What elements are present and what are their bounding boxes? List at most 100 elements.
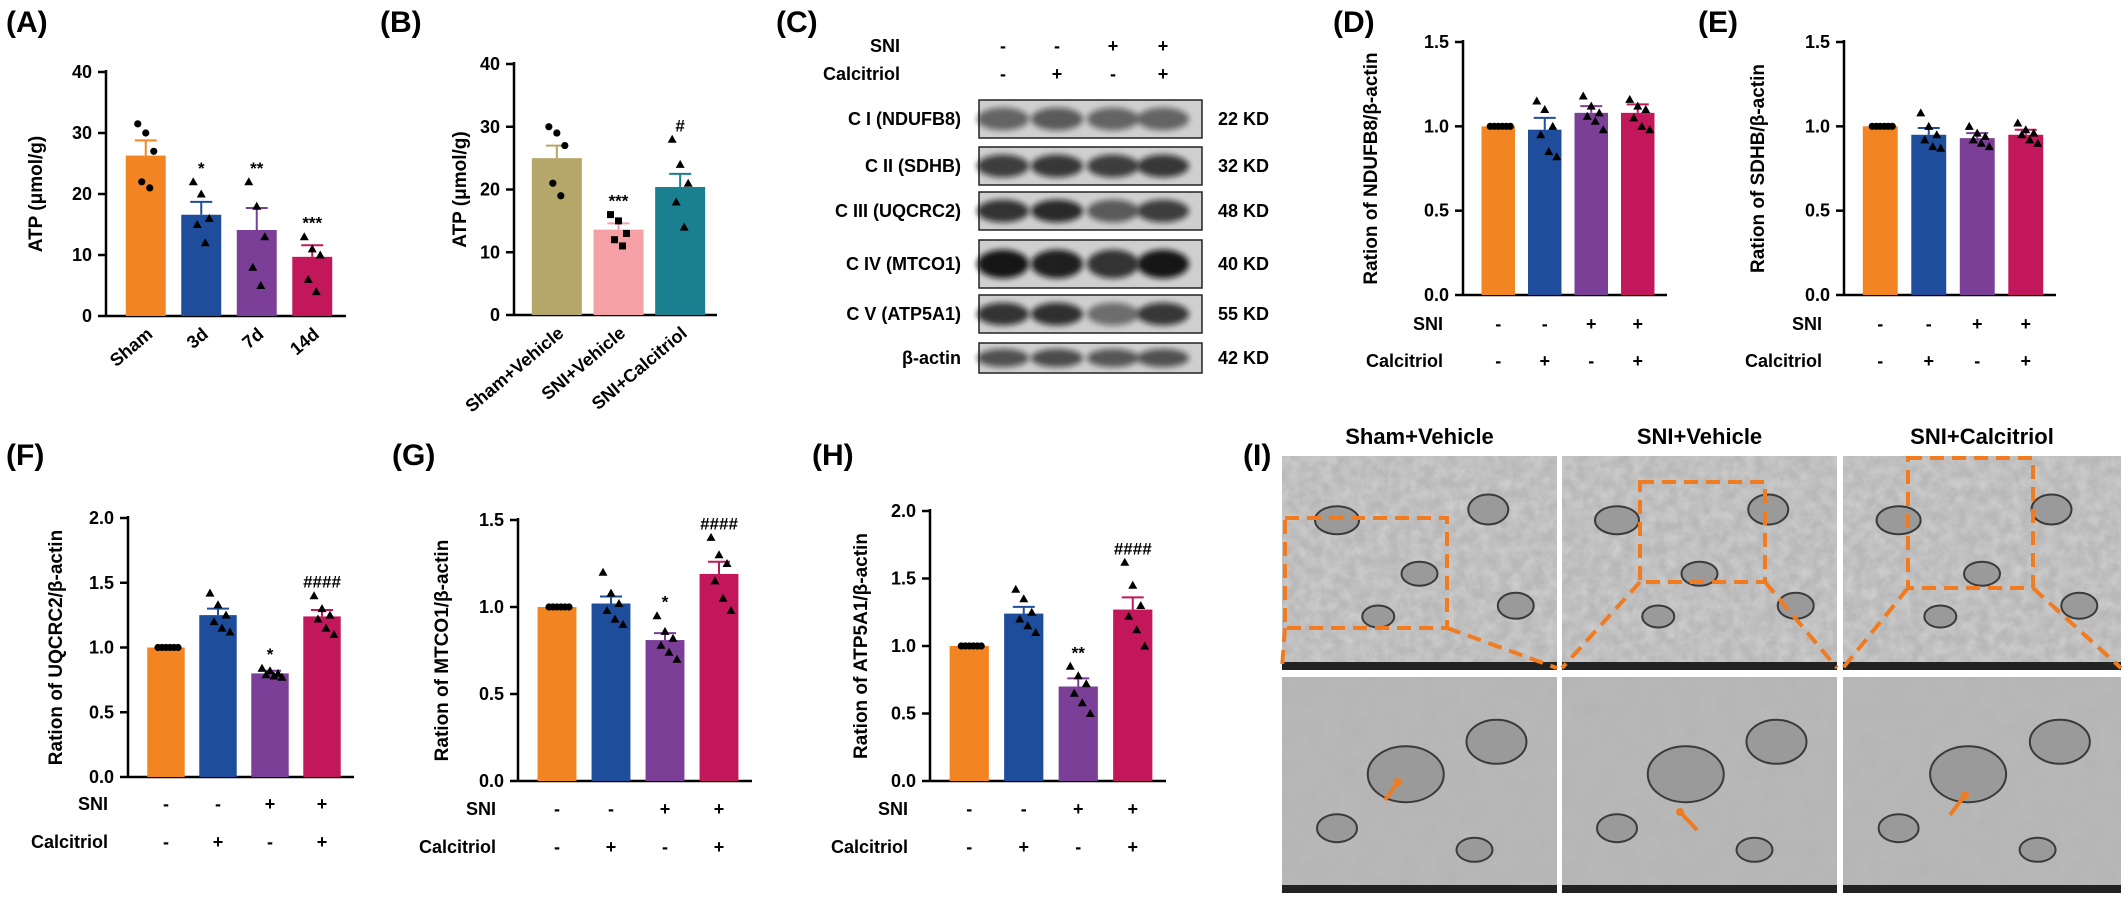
mitochondrion (1496, 591, 1535, 620)
zoom-rectangle (1283, 516, 1449, 630)
data-point (1916, 108, 1926, 117)
treatment-row-label: SNI (466, 799, 496, 819)
bar (125, 155, 166, 316)
data-point (1498, 122, 1506, 130)
zoom-connector-left (1841, 586, 1910, 670)
em-scale-bar (1562, 662, 1837, 670)
bar (1113, 609, 1153, 781)
blot-band (977, 107, 1029, 131)
treatment-sign: - (554, 799, 560, 819)
treatment-table: SNI - - + + Calcitriol - + - + (31, 794, 327, 852)
panel-label: (A) (6, 6, 48, 39)
data-point (138, 178, 146, 186)
data-point (196, 189, 206, 198)
data-point (1984, 142, 1994, 151)
treatment-row-label: SNI (78, 794, 108, 814)
treatment-sign: + (1127, 837, 1138, 857)
bar (1058, 686, 1098, 781)
mitochondrion (1641, 604, 1676, 629)
treatment-sign: - (966, 837, 972, 857)
data-point (969, 642, 977, 650)
treatment-sign: - (1542, 314, 1548, 334)
bar (181, 214, 222, 316)
data-point (1548, 121, 1558, 130)
western-blot-panel: (C) SNI - - + + Calcitriol - + - + C I (NDUFB8) 22 K… (776, 6, 1269, 374)
treatment-sign: + (1632, 314, 1643, 334)
data-point (303, 274, 313, 283)
bar (1959, 138, 1995, 295)
blot-band (1087, 107, 1139, 131)
y-tick-label: 0.0 (891, 771, 916, 791)
data-point (2025, 135, 2035, 144)
treatment-tables-layer: SNI - - + + Calcitriol - + - + SNI - - + + Calcitriol - +… (31, 314, 2031, 857)
significance-mark: #### (303, 573, 341, 592)
y-tick-label: 0.0 (1424, 285, 1449, 305)
significance-mark: * (662, 593, 669, 612)
y-tick-label: 0.5 (479, 684, 504, 704)
data-point (1641, 104, 1651, 113)
data-point (1544, 147, 1554, 156)
blot-band (1087, 249, 1139, 279)
data-point (1069, 688, 1079, 697)
blot-kd-label: 48 KD (1218, 201, 1269, 221)
data-point (213, 600, 223, 609)
data-point (244, 177, 254, 186)
zoom-box (1280, 516, 1558, 670)
bar (292, 256, 333, 316)
panel-label: (C) (776, 6, 818, 39)
treatment-sign: - (1588, 351, 1594, 371)
data-point (315, 250, 325, 259)
bar (303, 616, 341, 777)
data-point (1540, 104, 1550, 113)
data-point (277, 672, 287, 681)
data-point (722, 559, 732, 567)
bar (251, 673, 289, 777)
em-column-title: SNI+Vehicle (1637, 424, 1762, 449)
mitochondrion (2028, 718, 2091, 765)
y-tick-label: 1.5 (891, 569, 916, 589)
mitochondrion (1361, 604, 1396, 629)
data-point (200, 238, 210, 247)
em-column-title: Sham+Vehicle (1345, 424, 1494, 449)
data-point (726, 605, 736, 614)
chart-2: (D) Ration of NDUFB8/β-actin 0.0 0.5 1.0 1.5 (1333, 6, 1667, 305)
blot-header-label: Calcitriol (823, 64, 900, 84)
electron-microscopy-panel: (I) Sham+Vehicle SNI+Vehicle SNI+Calcitriol (1243, 424, 2123, 893)
data-point (299, 232, 309, 241)
category-label: 14d (286, 324, 323, 359)
bar (645, 640, 685, 781)
bar (591, 603, 631, 781)
bar (699, 573, 739, 781)
data-point (718, 593, 728, 602)
data-point (1140, 641, 1150, 650)
data-point (1532, 96, 1542, 105)
blot-header-sign: - (1110, 64, 1116, 84)
significance-mark: *** (609, 192, 629, 211)
treatment-row-label: Calcitriol (419, 837, 496, 857)
blot-band (1031, 107, 1083, 131)
treatment-row-label: SNI (1792, 314, 1822, 334)
y-tick-label: 1.0 (89, 638, 114, 658)
data-point (1536, 130, 1546, 139)
treatment-sign: + (1972, 314, 1983, 334)
y-tick-label: 0 (82, 306, 92, 326)
em-scale-bar (1843, 662, 2121, 670)
blot-band-label: C V (ATP5A1) (846, 304, 961, 324)
treatment-sign: + (2020, 351, 2031, 371)
treatment-sign: - (608, 799, 614, 819)
data-point (2017, 130, 2027, 139)
blot-band (1031, 249, 1083, 279)
data-point (1490, 122, 1498, 130)
data-point (1506, 122, 1514, 130)
y-axis-label: ATP (μmol/g) (26, 136, 47, 252)
data-point (221, 610, 231, 619)
treatment-sign: + (606, 837, 617, 857)
treatment-sign: + (1127, 799, 1138, 819)
data-point (265, 666, 275, 675)
data-point (549, 179, 557, 187)
blot-band (1137, 249, 1189, 279)
blot-band (977, 302, 1029, 326)
chart-4: (F) Ration of UQCRC2/β-actin 0.0 0.5 1.0 1.5 2… (6, 439, 354, 787)
bar (1862, 126, 1898, 295)
mitochondrion (1316, 813, 1358, 844)
